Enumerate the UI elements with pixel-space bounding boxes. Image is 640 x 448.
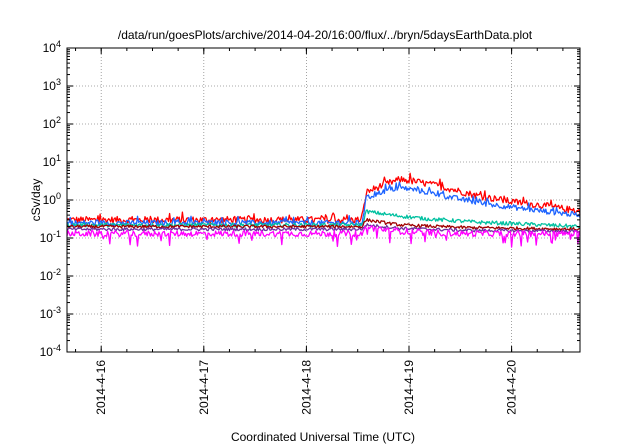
x-tick-label: 2014-4-19: [402, 360, 416, 415]
y-tick-label: 101: [43, 153, 61, 169]
y-tick-label: 10-2: [40, 267, 61, 283]
y-axis-label: cSv/day: [29, 179, 43, 222]
x-tick-label: 2014-4-17: [197, 360, 211, 415]
series-line-6: [66, 225, 581, 248]
y-tick-label: 10-4: [40, 343, 61, 359]
series-lines: [66, 172, 581, 248]
x-tick-label: 2014-4-18: [299, 360, 313, 415]
chart-title: /data/run/goesPlots/archive/2014-04-20/1…: [118, 28, 533, 42]
y-tick-label: 104: [43, 39, 61, 55]
series-line-4: [66, 217, 581, 232]
y-tick-label: 103: [43, 77, 61, 93]
y-tick-label: 10-3: [40, 305, 61, 321]
x-tick-label: 2014-4-20: [505, 360, 519, 415]
axis-ticks: [67, 47, 580, 353]
y-tick-labels: 10-4 10-3 10-2 10-1 100 101 102 103 104: [40, 39, 61, 359]
x-tick-label: 2014-4-16: [94, 360, 108, 415]
series-line-3: [66, 209, 580, 229]
series-line-2: [66, 181, 581, 227]
y-tick-label: 100: [43, 191, 61, 207]
series-line-1: [66, 172, 581, 224]
x-tick-labels: 2014-4-16 2014-4-17 2014-4-18 2014-4-19 2014…: [94, 360, 518, 415]
y-tick-label: 10-1: [40, 229, 61, 245]
y-tick-label: 102: [43, 115, 61, 131]
x-axis-label: Coordinated Universal Time (UTC): [231, 430, 415, 444]
